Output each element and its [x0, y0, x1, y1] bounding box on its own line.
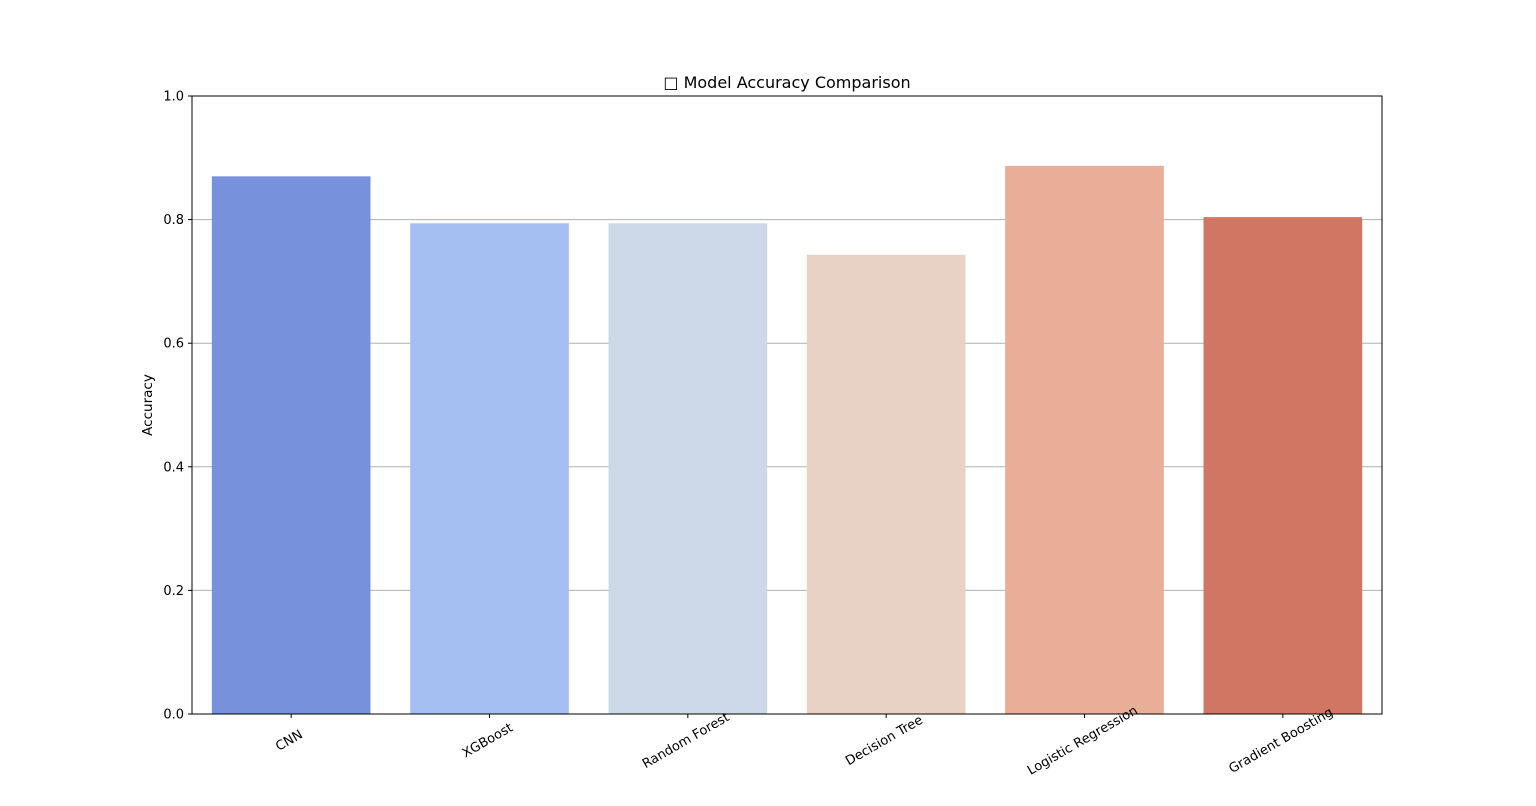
bar-xgboost — [410, 223, 569, 715]
y-tick-label: 1.0 — [163, 90, 184, 105]
bar-random-forest — [608, 223, 768, 715]
y-tick-label: 0.0 — [163, 708, 184, 723]
bars — [211, 165, 1363, 715]
y-tick-label: 0.4 — [163, 460, 184, 475]
y-axis: 0.0 0.2 0.4 0.6 0.8 1.0 — [163, 90, 192, 723]
x-tick-label: Gradient Boosting — [1226, 705, 1335, 777]
y-tick-label: 0.2 — [163, 584, 184, 599]
x-tick-label: Random Forest — [640, 710, 732, 772]
x-tick-label: Decision Tree — [843, 713, 925, 769]
y-tick-label: 0.8 — [163, 213, 184, 228]
y-axis-label: Accuracy — [140, 374, 156, 436]
x-tick-label: XGBoost — [460, 721, 516, 762]
bar-logistic-regression — [1005, 165, 1164, 715]
x-tick-label: Logistic Regression — [1025, 703, 1140, 778]
bar-cnn — [211, 176, 371, 715]
bar-decision-tree — [806, 254, 966, 715]
y-tick-label: 0.6 — [163, 337, 184, 352]
x-axis: CNN XGBoost Random Forest Decision Tree Logi… — [273, 703, 1335, 778]
chart-title: □ Model Accuracy Comparison — [663, 73, 910, 92]
plot-frame — [191, 95, 1383, 715]
bar-gradient-boosting — [1203, 217, 1363, 715]
x-tick-label: CNN — [273, 727, 305, 754]
